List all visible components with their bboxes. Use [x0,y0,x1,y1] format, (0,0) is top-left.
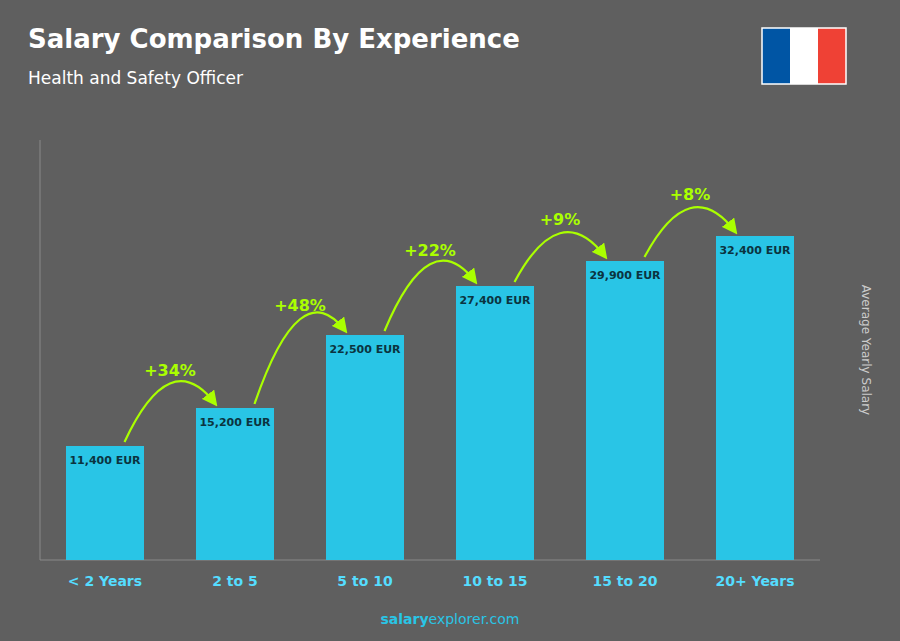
data-label: 22,500 EUR [329,343,401,356]
data-label: 15,200 EUR [199,416,271,429]
pct-change: +9% [540,210,581,229]
bar [716,236,794,560]
watermark-rest: explorer.com [429,611,520,627]
pct-arrows [125,207,736,442]
pct-arrow [255,312,346,404]
chart-container: Salary Comparison By Experience Health an… [0,0,900,641]
pct-arrow [125,381,216,442]
subtitle: Health and Safety Officer [28,68,243,88]
pct-change: +8% [670,185,711,204]
data-label: 11,400 EUR [69,454,141,467]
bars [66,236,794,560]
pct-arrow [515,232,606,282]
x-tick-label: 10 to 15 [462,573,527,589]
bar [66,446,144,560]
data-label: 32,400 EUR [719,244,791,257]
background [0,0,900,641]
watermark-bold: salary [381,611,429,627]
data-label: 29,900 EUR [589,269,661,282]
pct-change: +34% [144,361,196,380]
bar [196,408,274,560]
x-axis-line [40,560,820,561]
chart-svg: Salary Comparison By Experience Health an… [0,0,900,641]
pct-change: +22% [404,241,456,260]
flag [762,28,846,84]
y-axis-line [40,140,41,560]
x-tick-label: 15 to 20 [592,573,657,589]
y-axis-label: Average Yearly Salary [859,285,873,415]
x-tick-label: 5 to 10 [337,573,393,589]
flag-border [762,28,846,84]
data-label: 27,400 EUR [459,294,531,307]
x-tick-label: < 2 Years [68,573,142,589]
bar [456,286,534,560]
pct-change: +48% [274,296,326,315]
flag-red [818,28,846,84]
bar [326,335,404,560]
flag-blue [762,28,790,84]
pct-arrow [385,261,476,331]
pct-arrow [645,207,736,257]
x-tick-label: 20+ Years [715,573,794,589]
bar [586,261,664,560]
watermark: salaryexplorer.com [381,611,520,627]
title: Salary Comparison By Experience [28,24,520,54]
flag-white [790,28,818,84]
x-tick-label: 2 to 5 [212,573,258,589]
